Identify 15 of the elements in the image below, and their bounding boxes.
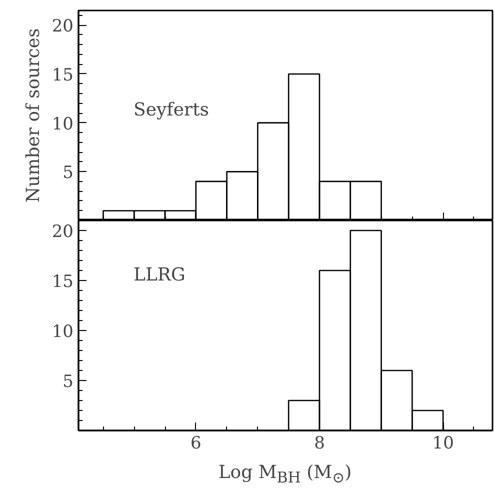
y-tick-label: 15	[52, 65, 74, 86]
y-tick-label: 10	[52, 322, 74, 342]
y-tick-label: 5	[62, 372, 74, 392]
y-tick-label: 5	[62, 163, 74, 184]
x-tick-label: 6	[190, 434, 202, 454]
y-tick-label: 10	[52, 114, 74, 134]
x-tick-label: 8	[314, 434, 325, 454]
x-axis-title: Log M$_{BH}$ (M$_{⊙}$)	[217, 461, 353, 489]
annotation: Seyferts	[134, 100, 210, 120]
x-tick-label: 10	[432, 434, 454, 454]
annotation: LLRG	[134, 264, 186, 286]
y-tick-label: 20	[52, 222, 74, 242]
y-tick-label: 15	[52, 272, 74, 292]
y-tick-label: 20	[52, 16, 74, 37]
y-axis-title: Number of sources	[22, 28, 44, 203]
